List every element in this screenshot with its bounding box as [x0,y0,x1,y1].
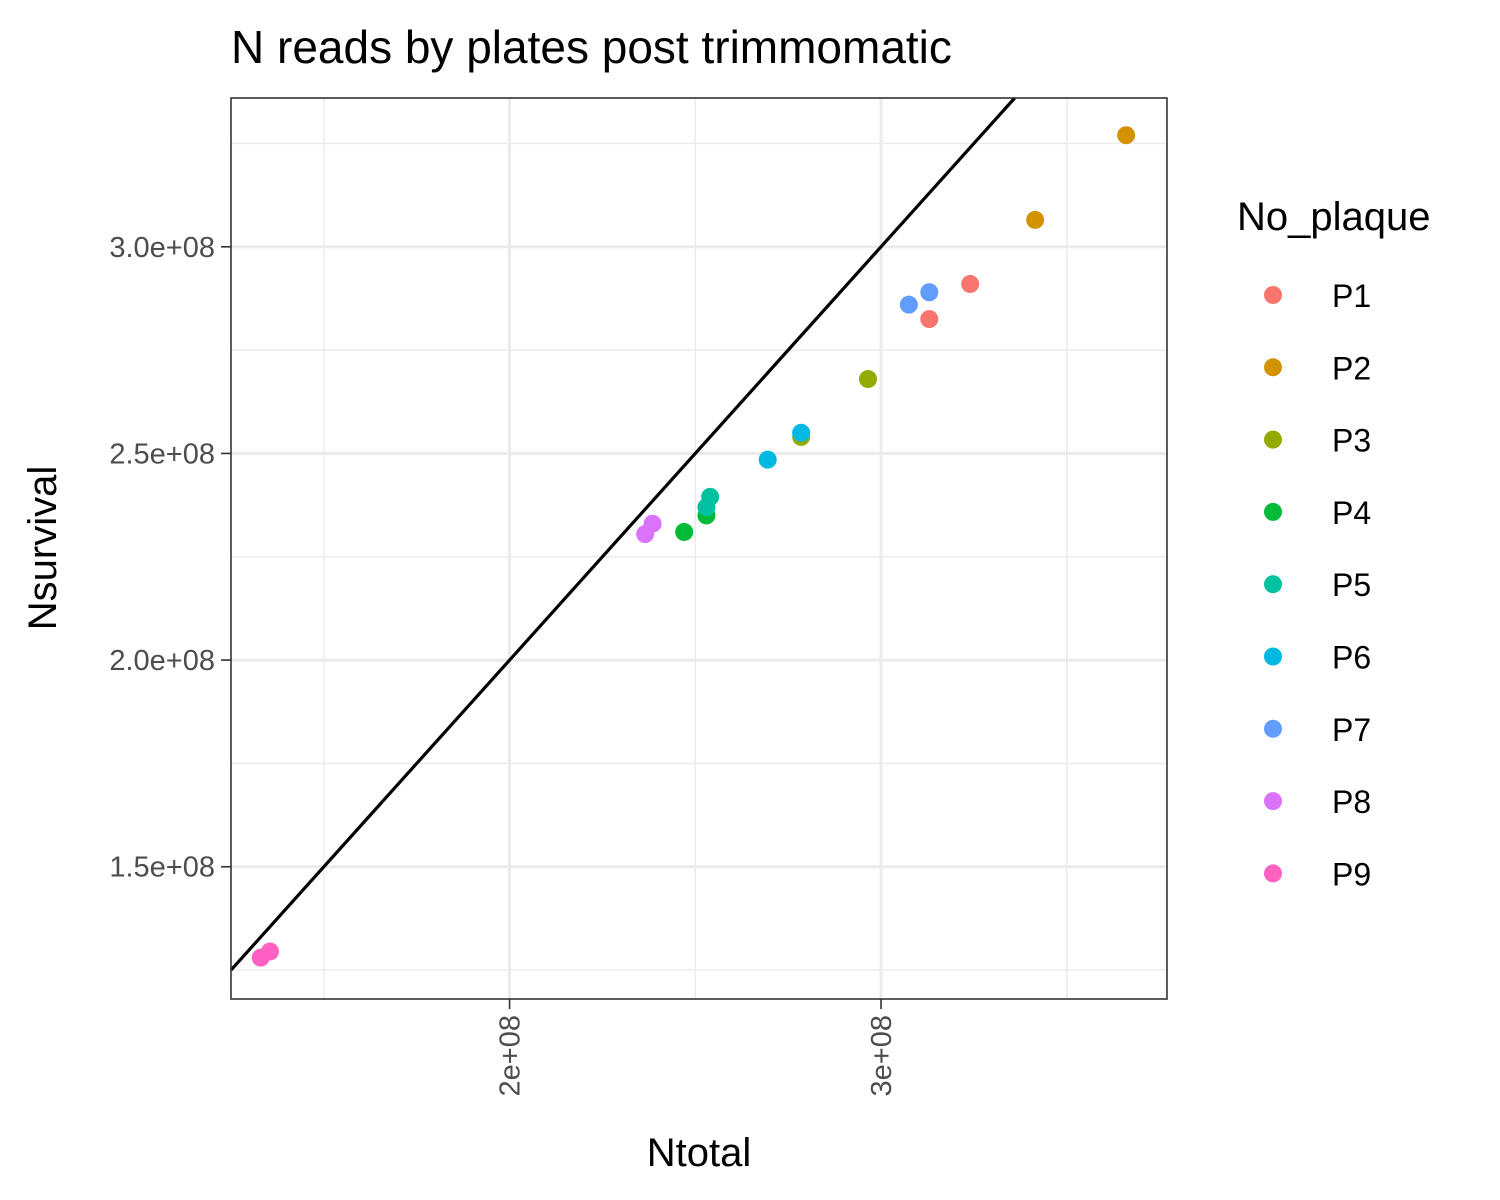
data-point-p7 [920,283,939,302]
x-axis: 2e+08 3e+08 [495,999,898,1096]
data-point-p4 [675,522,694,541]
legend-title: No_plaque [1237,195,1431,239]
legend-key-p2 [1264,358,1282,377]
legend-key-p9 [1264,864,1282,883]
y-axis-title: Nsurvival [21,466,65,630]
legend-key-p3 [1264,430,1282,449]
y-tick-label: 1.5e+08 [109,852,215,884]
legend-label-p6: P6 [1332,640,1371,676]
x-tick-label: 2e+08 [495,1015,527,1096]
legend-key-p5 [1264,575,1282,594]
y-tick-label: 2.5e+08 [109,438,215,470]
data-point-p6 [758,450,777,469]
data-point-p8 [636,525,655,544]
data-point-p2 [1117,126,1136,145]
legend: No_plaque P1 P2 P3 P4 P5 P6 P7 P8 P9 [1237,195,1431,892]
data-point-p5 [697,498,716,517]
legend-key-p7 [1264,719,1282,738]
legend-label-p3: P3 [1332,423,1371,459]
data-point-p3 [859,370,877,389]
legend-key-p4 [1264,502,1282,521]
grid-major [231,98,1167,999]
data-point-p6 [792,423,811,442]
plot-panel-background [231,98,1167,999]
x-axis-title: Ntotal [647,1131,752,1175]
legend-label-p4: P4 [1332,495,1371,531]
data-point-p2 [1026,210,1045,229]
legend-key-p1 [1264,286,1282,304]
reference-line [229,96,1016,972]
data-points [251,126,1136,967]
y-axis: 1.5e+08 2.0e+08 2.5e+08 3.0e+08 [109,232,231,884]
legend-label-p5: P5 [1332,567,1371,603]
chart-title: N reads by plates post trimmomatic [231,21,952,73]
plot-panel-border [230,97,1168,1000]
data-point-p9 [251,948,270,967]
data-point-p7 [899,295,918,314]
legend-label-p8: P8 [1332,784,1371,820]
y-tick-label: 3.0e+08 [109,232,215,264]
legend-key-p6 [1264,647,1282,666]
legend-label-p7: P7 [1332,712,1371,748]
data-point-p1 [961,274,980,293]
legend-key-p8 [1264,792,1282,811]
legend-label-p9: P9 [1332,856,1371,892]
legend-label-p2: P2 [1332,350,1371,386]
data-point-p1 [920,310,939,329]
x-tick-label: 3e+08 [866,1015,898,1096]
y-tick-label: 2.0e+08 [109,645,215,677]
legend-label-p1: P1 [1332,278,1371,314]
